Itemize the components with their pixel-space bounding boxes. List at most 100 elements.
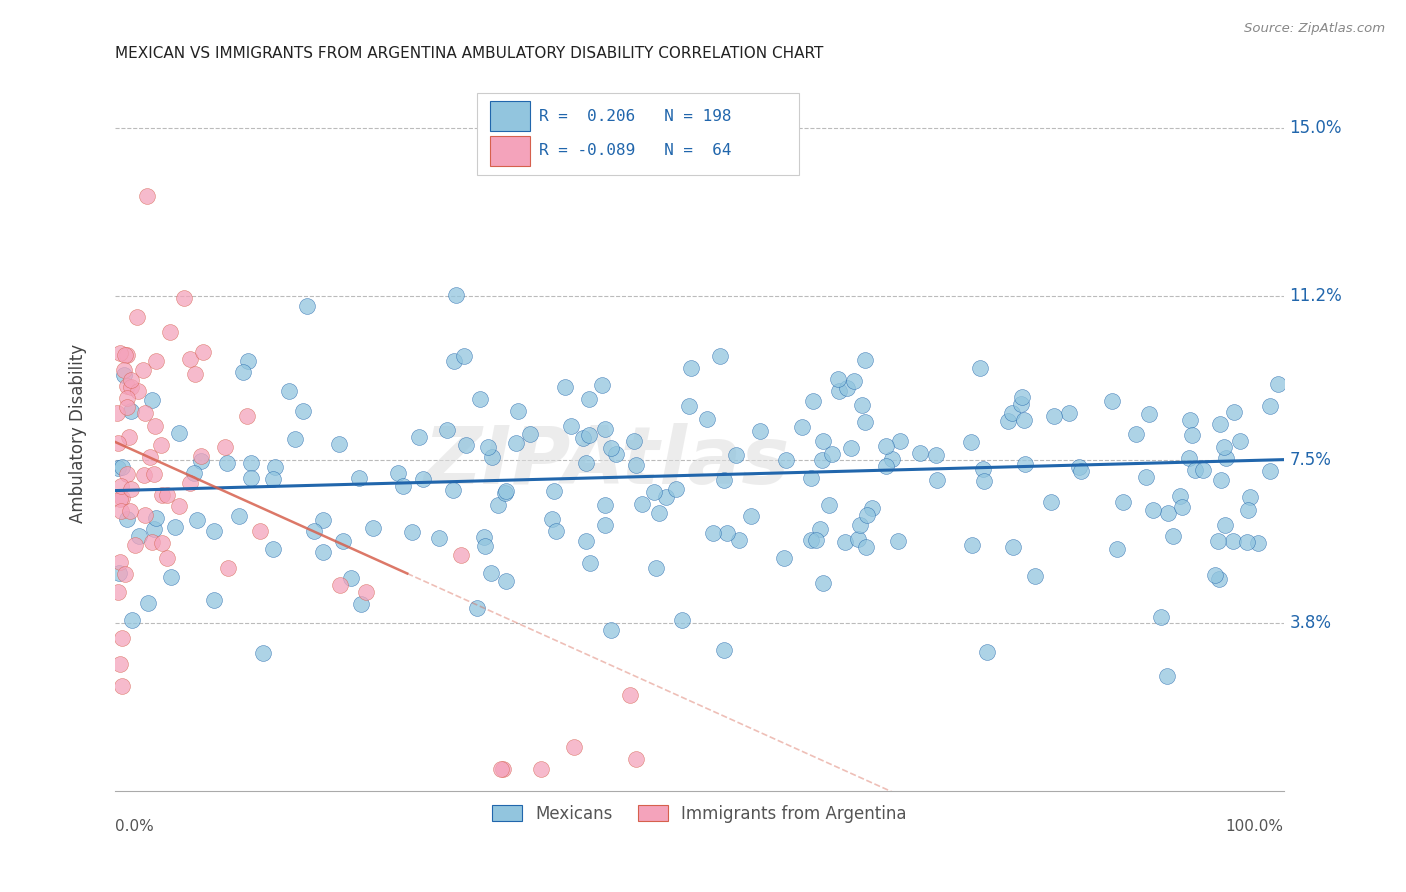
Point: [530, 762, 553, 776]
Point: [134, 406, 156, 420]
FancyBboxPatch shape: [491, 102, 530, 131]
Point: [125, 310, 148, 325]
Point: [236, 354, 259, 368]
Legend: Mexicans, Immigrants from Argentina: Mexicans, Immigrants from Argentina: [485, 798, 914, 830]
Point: [179, 352, 201, 367]
Point: [716, 526, 738, 541]
Point: [252, 646, 274, 660]
Point: [554, 380, 576, 394]
Point: [1181, 428, 1204, 442]
Point: [191, 344, 214, 359]
Point: [486, 498, 509, 512]
Point: [749, 425, 772, 439]
Point: [427, 532, 450, 546]
Point: [860, 500, 883, 515]
Point: [107, 461, 129, 475]
Point: [159, 325, 181, 339]
Point: [849, 518, 872, 533]
Point: [1069, 460, 1091, 475]
Point: [131, 363, 153, 377]
Point: [643, 484, 665, 499]
Point: [110, 491, 132, 505]
Point: [648, 506, 671, 520]
Point: [1204, 568, 1226, 582]
Point: [284, 432, 307, 446]
Point: [654, 490, 676, 504]
Point: [799, 533, 821, 547]
Point: [108, 657, 131, 671]
Point: [114, 348, 136, 362]
Point: [1012, 412, 1035, 426]
Point: [1211, 473, 1233, 487]
Point: [828, 384, 851, 398]
Point: [804, 533, 827, 548]
Point: [489, 762, 512, 776]
Point: [724, 448, 747, 462]
Point: [128, 528, 150, 542]
Point: [827, 372, 849, 386]
Point: [540, 512, 562, 526]
Point: [546, 524, 568, 539]
Point: [1101, 394, 1123, 409]
Point: [1057, 406, 1080, 420]
Point: [811, 453, 834, 467]
Point: [120, 373, 142, 387]
Point: [108, 346, 131, 360]
Point: [105, 406, 128, 420]
Point: [111, 631, 134, 645]
Point: [387, 466, 409, 480]
Point: [443, 354, 465, 368]
Point: [619, 689, 641, 703]
Point: [875, 459, 897, 474]
Point: [107, 584, 129, 599]
Point: [110, 479, 132, 493]
Point: [1223, 405, 1246, 419]
Point: [600, 442, 623, 456]
Point: [328, 437, 350, 451]
Point: [232, 365, 254, 379]
Point: [143, 467, 166, 481]
Point: [624, 458, 647, 472]
Point: [184, 368, 207, 382]
Text: Ambulatory Disability: Ambulatory Disability: [69, 343, 87, 523]
Point: [311, 513, 333, 527]
Point: [1070, 464, 1092, 478]
Point: [120, 504, 142, 518]
Point: [156, 487, 179, 501]
Point: [875, 439, 897, 453]
Point: [1156, 669, 1178, 683]
Point: [645, 561, 668, 575]
Point: [115, 391, 138, 405]
FancyBboxPatch shape: [491, 136, 530, 166]
Point: [495, 574, 517, 588]
Point: [107, 436, 129, 450]
Point: [141, 535, 163, 549]
Point: [889, 434, 911, 448]
Point: [713, 643, 735, 657]
Point: [134, 508, 156, 522]
Point: [887, 534, 910, 549]
Point: [1222, 534, 1244, 549]
Point: [856, 508, 879, 522]
Point: [813, 434, 835, 448]
Point: [564, 740, 586, 755]
Point: [1161, 529, 1184, 543]
Point: [114, 368, 136, 382]
Point: [1039, 495, 1062, 509]
Point: [709, 349, 731, 363]
Point: [291, 404, 314, 418]
Point: [111, 459, 134, 474]
Point: [1213, 518, 1236, 533]
Point: [1229, 434, 1251, 448]
Point: [239, 470, 262, 484]
Point: [150, 535, 173, 549]
Point: [173, 291, 195, 305]
FancyBboxPatch shape: [478, 93, 799, 175]
Point: [492, 762, 515, 776]
Point: [543, 484, 565, 499]
Point: [1191, 463, 1213, 477]
Point: [136, 189, 159, 203]
Point: [671, 613, 693, 627]
Point: [1239, 490, 1261, 504]
Point: [842, 375, 865, 389]
